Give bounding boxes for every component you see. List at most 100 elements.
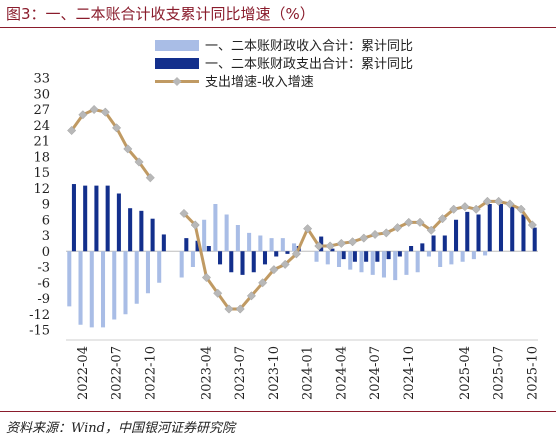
- revenue-bar: [89, 251, 94, 328]
- chart: 一、二本账财政收入合计：累计同比一、二本账财政支出合计：累计同比支出增速-收入增…: [29, 39, 540, 400]
- expenditure-bar: [454, 219, 459, 252]
- y-tick-label: 21: [33, 135, 50, 150]
- revenue-bar: [78, 251, 83, 325]
- y-tick-label: 6: [42, 213, 50, 228]
- revenue-bar: [213, 204, 218, 252]
- y-tick-label: 18: [33, 150, 50, 165]
- revenue-bar: [483, 251, 488, 256]
- expenditure-bar: [420, 243, 425, 252]
- diff-line-point: [134, 157, 144, 167]
- chart-title: 图3：一、二本账合计收支累计同比增速（%）: [6, 5, 315, 23]
- diff-line-point: [201, 272, 212, 283]
- revenue-bar: [325, 251, 330, 265]
- revenue-bar: [460, 251, 465, 262]
- expenditure-bar: [498, 204, 504, 252]
- legend-swatch-revenue: [155, 40, 199, 51]
- revenue-bar: [269, 238, 274, 252]
- diff-line-point: [392, 223, 403, 233]
- y-tick-label: 12: [33, 182, 50, 197]
- y-tick-label: 0: [42, 245, 50, 260]
- legend-label: 支出增速-收入增速: [205, 75, 314, 90]
- expenditure-bar: [352, 251, 357, 262]
- diff-line-point: [89, 104, 99, 115]
- diff-line-point: [246, 291, 256, 301]
- revenue-bar: [348, 251, 353, 270]
- x-tick-label: 2024-04: [334, 346, 349, 400]
- revenue-bar: [112, 251, 117, 320]
- x-tick-label: 2024-07: [368, 346, 383, 400]
- expenditure-bar: [274, 251, 279, 257]
- diff-line-point: [145, 173, 155, 183]
- expenditure-bar: [229, 251, 234, 273]
- y-tick-label: -6: [37, 276, 50, 291]
- revenue-bar: [426, 251, 431, 257]
- x-tick-label: 2022-04: [76, 346, 91, 400]
- revenue-bar: [258, 235, 263, 252]
- diff-line-point: [303, 224, 313, 234]
- y-tick-label: 24: [33, 119, 50, 134]
- diff-line-point: [258, 278, 268, 288]
- y-tick-label: 3: [42, 229, 50, 244]
- diff-line-point: [381, 228, 391, 238]
- expenditure-bar: [206, 246, 211, 252]
- revenue-bar: [100, 251, 106, 328]
- revenue-bar: [280, 238, 285, 252]
- legend-label: 一、二本账财政收入合计：累计同比: [205, 39, 413, 54]
- x-tick-label: 2023-07: [233, 346, 248, 400]
- expenditure-bar: [330, 248, 335, 252]
- diff-line-point: [370, 229, 380, 240]
- revenue-bar: [179, 251, 184, 278]
- expenditure-bar: [465, 211, 470, 252]
- diff-line-point: [190, 220, 200, 230]
- revenue-bar: [292, 243, 297, 252]
- expenditure-bar: [364, 251, 369, 262]
- diff-line-point: [494, 196, 504, 206]
- expenditure-bar: [105, 185, 110, 252]
- revenue-bar: [202, 219, 207, 252]
- diff-line-point: [78, 110, 88, 120]
- expenditure-bar: [386, 251, 391, 260]
- revenue-bar: [190, 251, 195, 267]
- x-tick-label: 2023-04: [199, 346, 214, 400]
- diff-line-point: [100, 107, 110, 117]
- revenue-bar: [235, 225, 240, 252]
- expenditure-bar: [521, 214, 526, 252]
- x-axis: 2022-04 2022-07 2022-10 2023-04 2023-07 2023-…: [66, 339, 540, 400]
- diff-line-point: [291, 249, 301, 259]
- x-tick-label: 2024-01: [301, 346, 316, 400]
- diff-line-point: [179, 208, 189, 219]
- x-tick-label: 2025-04: [458, 346, 473, 400]
- diff-line-point: [325, 241, 335, 251]
- x-tick-label: 2025-10: [525, 346, 540, 400]
- diff-line-point: [269, 265, 279, 275]
- revenue-bar: [247, 232, 252, 252]
- x-tick-label: 2025-07: [492, 346, 507, 400]
- diff-line-point: [505, 199, 515, 209]
- revenue-bar: [67, 251, 72, 307]
- expenditure-bar: [139, 210, 144, 252]
- expenditure-bar: [431, 235, 436, 252]
- expenditure-bar: [397, 251, 402, 257]
- y-tick-label: -9: [37, 292, 50, 307]
- diff-line-point: [224, 304, 234, 314]
- revenue-bar: [224, 214, 229, 252]
- revenue-bar: [134, 251, 139, 304]
- diff-line-point: [426, 225, 436, 235]
- diff-line-point: [280, 259, 290, 269]
- y-tick-label: 33: [33, 72, 50, 87]
- diff-line-point: [460, 202, 470, 212]
- diff-line: [67, 104, 537, 314]
- expenditure-bar: [409, 246, 414, 252]
- legend-marker-diff: [172, 77, 182, 86]
- expenditure-bar: [375, 251, 380, 262]
- revenue-bar: [449, 251, 454, 265]
- expenditure-bar: [83, 185, 88, 252]
- expenditure-bar: [116, 193, 121, 252]
- x-tick-label: 2023-10: [267, 346, 282, 400]
- revenue-bar: [438, 251, 443, 267]
- revenue-bar: [336, 251, 342, 267]
- y-tick-label: 15: [33, 166, 50, 181]
- diff-line-point: [123, 144, 133, 154]
- diff-line-point: [449, 204, 459, 214]
